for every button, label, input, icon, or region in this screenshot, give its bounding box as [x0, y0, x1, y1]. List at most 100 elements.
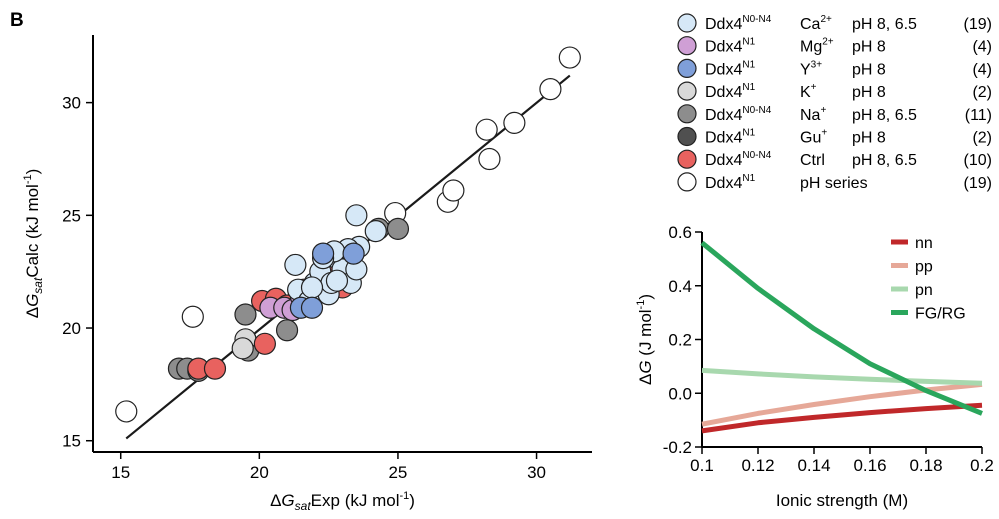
legend-ph: pH 8, 6.5 — [852, 152, 917, 169]
legend-entry: Ddx4N1 pH series (19) — [677, 172, 992, 192]
scatter-axes: 15 20 25 30 15 20 25 30 — [62, 35, 592, 482]
legend-ph: pH 8 — [852, 130, 886, 147]
legend-count: (19) — [964, 16, 992, 33]
scatter-point — [231, 337, 254, 360]
legend-protein: Ddx4N1 — [705, 37, 756, 56]
scatter-point — [203, 357, 227, 380]
scatter-point — [478, 147, 501, 171]
scatter-x-tick-label: 15 — [111, 463, 130, 482]
legend-count: (4) — [972, 61, 992, 78]
line-x-tick-label: 0.1 — [690, 456, 714, 475]
scatter-point — [275, 319, 299, 342]
scatter-point — [300, 296, 324, 319]
legend-protein: Ddx4N1 — [705, 59, 756, 78]
line-y-tick-label: 0.0 — [668, 384, 692, 403]
line-x-tick-label: 0.18 — [909, 456, 942, 475]
scatter-point — [558, 46, 581, 69]
legend-protein: Ddx4N0-N4 — [705, 105, 772, 124]
legend-entry: Ddx4N0-N4 Ctrl pH 8, 6.5 (10) — [677, 149, 992, 169]
scatter-y-tick-label: 15 — [62, 432, 81, 451]
line-y-tick-label: 0.4 — [668, 277, 692, 296]
legend: Ddx4N0-N4 Ca2+ pH 8, 6.5 (19) Ddx4N1 Mg2+ pH 8… — [677, 13, 992, 192]
scatter-point — [345, 204, 368, 227]
legend-count: (11) — [965, 107, 992, 124]
line-x-tick-label: 0.14 — [797, 456, 830, 475]
legend-marker — [677, 149, 697, 169]
scatter-y-tick-label: 30 — [62, 94, 81, 113]
legend-ph: pH 8, 6.5 — [852, 107, 917, 124]
scatter-points — [115, 46, 581, 423]
line-y-tick-label: 0.6 — [668, 223, 692, 242]
legend-ph: pH 8 — [852, 84, 886, 101]
legend-protein: Ddx4N1 — [705, 82, 756, 101]
legend-protein: Ddx4N1 — [705, 128, 756, 147]
legend-entry: Ddx4N1 Mg2+ pH 8 (4) — [677, 36, 992, 56]
scatter-point — [539, 77, 562, 101]
scatter-x-tick-label: 20 — [250, 463, 269, 482]
scatter-point — [311, 242, 335, 265]
line-x-axis-label: Ionic strength (M) — [776, 491, 908, 510]
legend-count: (2) — [972, 130, 992, 147]
line-legend-label: pp — [915, 259, 933, 276]
legend-condition: Mg2+ — [800, 37, 834, 56]
legend-marker — [677, 104, 697, 124]
scatter-plot: 15 20 25 30 15 20 25 30 ΔGsatExp (kJ mol-1) ΔGs… — [22, 35, 592, 513]
scatter-point — [386, 217, 410, 240]
legend-marker — [677, 36, 697, 56]
legend-marker — [677, 172, 697, 192]
scatter-point — [115, 400, 138, 423]
line-y-axis-label: ΔG (J mol-1) — [635, 294, 655, 385]
scatter-point — [342, 242, 365, 265]
scatter-point — [253, 332, 276, 355]
legend-ph: pH 8 — [852, 61, 886, 78]
legend-condition: Y3+ — [800, 59, 822, 78]
panel-letter: B — [10, 10, 24, 31]
scatter-point — [234, 303, 257, 326]
scatter-y-tick-label: 20 — [62, 319, 81, 338]
scatter-point — [181, 305, 204, 328]
legend-count: (2) — [972, 84, 992, 101]
line-series — [700, 240, 983, 434]
scatter-y-tick-label: 25 — [62, 206, 81, 225]
scatter-x-axis-label: ΔGsatExp (kJ mol-1) — [270, 490, 415, 513]
legend-entry: Ddx4N1 Gu+ pH 8 (2) — [677, 126, 992, 147]
scatter-x-tick-label: 25 — [388, 463, 407, 482]
line-x-tick-label: 0.2 — [970, 456, 994, 475]
scatter-point — [503, 111, 526, 135]
scatter-point — [300, 276, 324, 299]
legend-count: (10) — [964, 152, 992, 169]
legend-condition: Na+ — [800, 105, 826, 124]
line-y-tick-label: 0.2 — [668, 331, 692, 350]
scatter-point — [325, 269, 349, 292]
line-y-tick-label: -0.2 — [663, 438, 692, 457]
series-line-pp — [701, 381, 983, 427]
scatter-y-axis-label: ΔGsatCalc (kJ mol-1) — [22, 169, 45, 319]
legend-entry: Ddx4N0-N4 Ca2+ pH 8, 6.5 (19) — [677, 13, 992, 33]
legend-ph: pH 8, 6.5 — [852, 16, 917, 33]
legend-marker — [677, 126, 697, 147]
line-x-tick-label: 0.16 — [853, 456, 886, 475]
legend-protein: Ddx4N1 — [705, 173, 756, 192]
legend-condition: K+ — [800, 82, 817, 101]
legend-entry: Ddx4N1 K+ pH 8 (2) — [677, 81, 992, 101]
scatter-point — [284, 253, 307, 277]
series-line-pn — [701, 367, 983, 386]
legend-marker — [677, 13, 697, 33]
legend-condition: Ca2+ — [800, 14, 832, 33]
legend-condition: pH series — [800, 175, 868, 192]
legend-entry: Ddx4N0-N4 Na+ pH 8, 6.5 (11) — [677, 104, 992, 124]
legend-protein: Ddx4N0-N4 — [705, 14, 772, 33]
legend-marker — [677, 58, 697, 79]
line-legend-label: pn — [915, 282, 933, 299]
line-legend: nn pp pn FG/RG — [891, 235, 966, 323]
legend-condition: Gu+ — [800, 128, 827, 147]
scatter-x-tick-label: 30 — [527, 463, 546, 482]
legend-marker — [677, 81, 697, 101]
legend-ph: pH 8 — [852, 39, 886, 56]
line-legend-label: FG/RG — [915, 306, 966, 323]
legend-protein: Ddx4N0-N4 — [705, 150, 772, 169]
line-legend-label: nn — [915, 235, 933, 252]
series-line-fg-rg — [700, 240, 983, 416]
legend-count: (4) — [972, 39, 992, 56]
